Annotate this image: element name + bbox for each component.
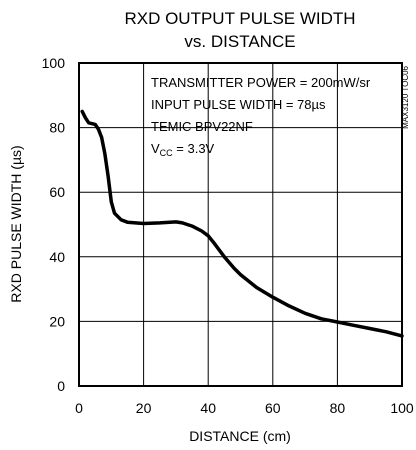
x-tick-label: 40 (200, 400, 216, 416)
annotation-detector: TEMIC BPV22NF (151, 119, 253, 134)
x-tick-label: 60 (265, 400, 281, 416)
vcc-subscript: CC (160, 148, 173, 158)
y-axis-label: RXD PULSE WIDTH (µs) (8, 145, 24, 302)
y-tick-label: 40 (49, 249, 65, 265)
annotation-transmitter-power: TRANSMITTER POWER = 200mW/sr (151, 75, 371, 90)
x-tick-label: 0 (75, 400, 83, 416)
x-axis-label: DISTANCE (cm) (189, 428, 291, 444)
vcc-value: = 3.3V (173, 141, 215, 156)
x-tick-label: 20 (136, 400, 152, 416)
x-tick-label: 100 (390, 400, 414, 416)
vcc-prefix: V (151, 141, 160, 156)
y-tick-label: 20 (49, 313, 65, 329)
y-tick-label: 80 (49, 120, 65, 136)
side-label: MAX3120 TOC06 (401, 65, 410, 128)
y-tick-label: 0 (57, 378, 65, 394)
series-line (80, 109, 404, 338)
x-tick-label: 80 (330, 400, 346, 416)
chart-title-line-2: vs. DISTANCE (184, 32, 295, 51)
chart-title-line-1: RXD OUTPUT PULSE WIDTH (124, 9, 355, 28)
tick-labels: 0 20 40 60 80 100 0 20 40 60 80 100 (42, 55, 414, 416)
y-tick-label: 100 (42, 55, 66, 71)
annotation-input-pulse-width: INPUT PULSE WIDTH = 78µs (151, 97, 326, 112)
y-tick-label: 60 (49, 184, 65, 200)
annotation-vcc: VCC = 3.3V (151, 141, 215, 158)
plot-frame (78, 62, 403, 387)
